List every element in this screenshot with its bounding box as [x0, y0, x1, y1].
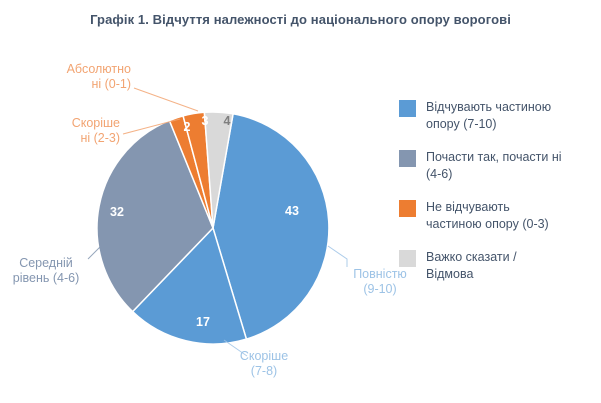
legend-label: Не відчувають частиною опору (0-3)	[426, 200, 549, 231]
legend-swatch-orange	[399, 200, 416, 217]
pie-value-label-4: 3	[202, 114, 209, 128]
leader-line-2	[87, 246, 101, 260]
pie-value-label-0: 43	[285, 204, 299, 218]
legend-swatch-grayblue	[399, 150, 416, 167]
pie-slice-0	[212, 113, 330, 340]
callout-seredniy-riven: Середній рівень (4-6)	[12, 256, 80, 285]
pie-value-label-2: 32	[110, 205, 124, 219]
legend-label: Відчувають частиною опору (7-10)	[426, 100, 552, 131]
callout-skorishe-7-8: Скоріше (7-8)	[239, 349, 289, 378]
pie-value-label-3: 2	[184, 120, 191, 134]
legend-label: Почасти так, почасти ні (4-6)	[426, 150, 562, 181]
legend-item-pochasty: Почасти так, почасти ні (4-6)	[399, 149, 562, 183]
pie-slice-5	[203, 111, 234, 229]
pie-value-label-1: 17	[196, 315, 210, 329]
callout-skorishe-ni: Скоріше ні (2-3)	[71, 116, 120, 145]
legend-swatch-gray	[399, 250, 416, 267]
leader-line-1	[223, 339, 248, 357]
leader-line-4	[133, 87, 199, 112]
pie-value-label-5: 4	[224, 114, 231, 128]
legend-item-ne-vidchuvayut: Не відчувають частиною опору (0-3)	[399, 199, 562, 233]
callout-povnistiu: Повністю (9-10)	[353, 267, 407, 296]
leader-line-0	[327, 245, 348, 267]
legend-item-vazhko-skazaty: Важко сказати / Відмова	[399, 249, 562, 283]
callout-absolutno-ni: Абсолютно ні (0-1)	[66, 62, 131, 91]
legend-item-vidchuvayut: Відчувають частиною опору (7-10)	[399, 99, 562, 133]
legend-label: Важко сказати / Відмова	[426, 250, 517, 281]
pie-slice-2	[96, 119, 214, 313]
leader-line-3	[122, 118, 181, 135]
pie-slice-1	[131, 227, 248, 345]
chart-title: Графік 1. Відчуття належності до націона…	[90, 12, 511, 27]
legend: Відчувають частиною опору (7-10) Почасти…	[399, 99, 562, 283]
legend-swatch-blue	[399, 100, 416, 117]
